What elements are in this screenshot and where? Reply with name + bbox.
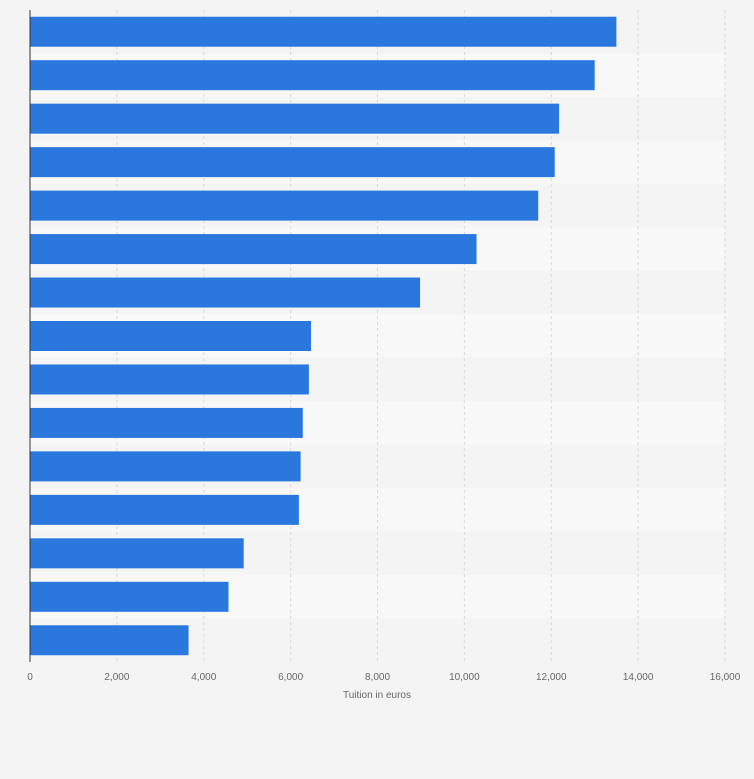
bar[interactable] xyxy=(30,190,539,221)
bar[interactable] xyxy=(30,625,189,656)
x-axis-title: Tuition in euros xyxy=(343,690,411,701)
x-tick-label: 16,000 xyxy=(710,672,741,683)
x-tick-label: 14,000 xyxy=(623,672,654,683)
bar[interactable] xyxy=(30,234,477,265)
x-tick-label: 8,000 xyxy=(365,672,390,683)
x-tick-label: 10,000 xyxy=(449,672,480,683)
bar[interactable] xyxy=(30,277,421,308)
bar[interactable] xyxy=(30,103,560,134)
bar[interactable] xyxy=(30,451,301,482)
x-tick-label: 12,000 xyxy=(536,672,567,683)
x-tick-label: 2,000 xyxy=(104,672,129,683)
bar[interactable] xyxy=(30,494,299,525)
bar[interactable] xyxy=(30,16,617,47)
bar[interactable] xyxy=(30,581,229,612)
bar[interactable] xyxy=(30,364,309,395)
bars xyxy=(30,16,617,656)
bar[interactable] xyxy=(30,321,312,351)
bar[interactable] xyxy=(30,147,555,178)
x-tick-label: 6,000 xyxy=(278,672,303,683)
x-tick-label: 4,000 xyxy=(191,672,216,683)
bar[interactable] xyxy=(30,60,595,91)
bar[interactable] xyxy=(30,538,244,569)
x-axis-ticks: 0 2,000 4,000 6,000 8,000 10,000 12,000 14,000 1… xyxy=(27,672,741,683)
bar[interactable] xyxy=(30,407,303,438)
x-tick-label: 0 xyxy=(27,672,33,683)
